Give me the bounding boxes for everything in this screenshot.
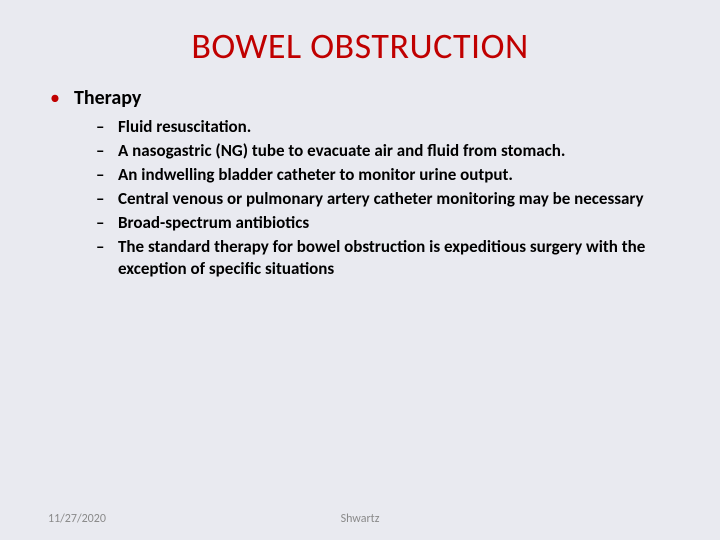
dash-icon: – [96, 140, 118, 162]
level1-item: • Therapy [50, 86, 672, 110]
list-item-text: The standard therapy for bowel obstructi… [118, 236, 664, 280]
list-item: – The standard therapy for bowel obstruc… [96, 236, 664, 280]
footer-date: 11/27/2020 [48, 512, 106, 526]
list-item: – An indwelling bladder catheter to moni… [96, 164, 664, 186]
list-item-text: An indwelling bladder catheter to monito… [118, 164, 513, 186]
list-item: – Fluid resuscitation. [96, 116, 664, 138]
level2-list: – Fluid resuscitation. – A nasogastric (… [96, 116, 664, 280]
list-item: – Central venous or pulmonary artery cat… [96, 188, 664, 210]
dash-icon: – [96, 164, 118, 186]
level1-text: Therapy [74, 86, 141, 110]
bullet-icon: • [50, 86, 60, 110]
footer-source: Shwartz [341, 512, 380, 526]
dash-icon: – [96, 116, 118, 138]
list-item-text: Central venous or pulmonary artery cathe… [118, 188, 644, 210]
dash-icon: – [96, 188, 118, 210]
list-item-text: Broad-spectrum antibiotics [118, 212, 309, 234]
dash-icon: – [96, 236, 118, 258]
list-item: – Broad-spectrum antibiotics [96, 212, 664, 234]
list-item-text: A nasogastric (NG) tube to evacuate air … [118, 140, 565, 162]
list-item: – A nasogastric (NG) tube to evacuate ai… [96, 140, 664, 162]
dash-icon: – [96, 212, 118, 234]
list-item-text: Fluid resuscitation. [118, 116, 251, 138]
slide-footer: 11/27/2020 Shwartz [0, 512, 720, 526]
slide-title: BOWEL OBSTRUCTION [48, 24, 672, 68]
slide: BOWEL OBSTRUCTION • Therapy – Fluid resu… [0, 0, 720, 540]
